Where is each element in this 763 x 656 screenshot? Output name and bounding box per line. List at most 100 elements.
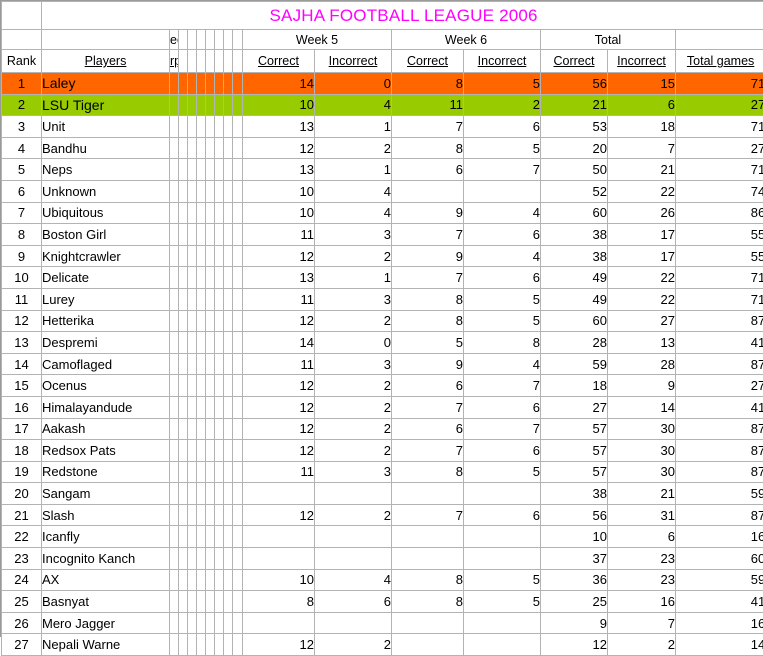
column-header-week6-correct: Correct [392,50,464,73]
table-row[interactable]: 6Unknown10452227470.27 [2,180,763,202]
cell-total-games: 55 [676,224,763,246]
cell-hidden-col-8 [233,396,243,418]
table-row[interactable]: 1Laley1408556157178.87 [2,73,763,95]
cell-week5-correct: 11 [243,461,315,483]
hidden-col-sub-7 [224,50,233,73]
hidden-col-sub-2 [179,50,188,73]
cell-hidden-col-5 [206,396,215,418]
cell-total-incorrect: 28 [608,353,676,375]
cell-week5-incorrect: 4 [315,94,392,116]
cell-week6-correct: 8 [392,310,464,332]
table-row[interactable]: 4Bandhu122852072774.07 [2,137,763,159]
cell-rank: 16 [2,396,42,418]
cell-hidden-col-4 [197,396,206,418]
cell-week6-incorrect: 5 [464,288,541,310]
hidden-col-sub-1-label: rprrprrprrn [170,54,179,68]
table-row[interactable]: 16Himalayandude1227627144165.85 [2,396,763,418]
cell-hidden-col-5 [206,73,215,95]
cell-week5-correct: 11 [243,353,315,375]
hidden-col-sub-4 [197,50,206,73]
column-header-players: Players [42,50,170,73]
cell-hidden-col-8 [233,483,243,505]
table-row[interactable]: 21Slash1227656318764.37 [2,504,763,526]
cell-hidden-col-3 [188,94,197,116]
cell-hidden-col-6 [215,94,224,116]
cell-hidden-col-1 [170,224,179,246]
column-header-week6-incorrect: Incorrect [464,50,541,73]
table-row[interactable]: 14Camoflaged1139459288767.82 [2,353,763,375]
cell-week6-correct [392,483,464,505]
cell-week5-incorrect [315,526,392,548]
cell-week6-incorrect: 7 [464,159,541,181]
cell-total-correct: 36 [541,569,608,591]
table-row[interactable]: 19Redstone1138557308765.52 [2,461,763,483]
hidden-col-group-2 [179,30,188,50]
cell-hidden-col-6 [215,332,224,354]
cell-hidden-col-2 [179,396,188,418]
cell-total-correct: 49 [541,288,608,310]
table-row[interactable]: 24AX1048536235961.02 [2,569,763,591]
cell-week5-correct: 13 [243,267,315,289]
cell-hidden-col-2 [179,224,188,246]
cell-hidden-col-7 [224,73,233,95]
table-row[interactable]: 12Hetterika1228560278768.97 [2,310,763,332]
cell-week5-correct [243,483,315,505]
cell-hidden-col-6 [215,137,224,159]
cell-hidden-col-6 [215,245,224,267]
cell-total-incorrect: 16 [608,591,676,613]
column-header-week5-incorrect-label: Incorrect [329,54,378,68]
cell-hidden-col-4 [197,634,206,656]
cell-hidden-col-4 [197,267,206,289]
cell-hidden-col-6 [215,310,224,332]
cell-total-games: 86 [676,202,763,224]
table-row[interactable]: 15Ocenus122671892766.67 [2,375,763,397]
cell-hidden-col-8 [233,569,243,591]
table-row[interactable]: 13Despremi1405828134168.29 [2,332,763,354]
table-row[interactable]: 7Ubiquitous1049460268669.77 [2,202,763,224]
cell-hidden-col-3 [188,224,197,246]
table-row[interactable]: 5Neps1316750217170.42 [2,159,763,181]
column-header-rank: Rank [2,50,42,73]
table-row[interactable]: 9Knightcrawler1229438175569.09 [2,245,763,267]
cell-hidden-col-7 [224,504,233,526]
cell-rank: 19 [2,461,42,483]
hidden-col-group-6 [215,30,224,50]
cell-week6-incorrect [464,180,541,202]
table-row[interactable]: 20Sangam38215964.41 [2,483,763,505]
cell-hidden-col-1 [170,159,179,181]
cell-hidden-col-1 [170,245,179,267]
column-header-total-incorrect-label: Incorrect [617,54,666,68]
table-row[interactable]: 17Aakash1226757308765.52 [2,418,763,440]
cell-player-name: Ubiquitous [42,202,170,224]
cell-rank: 11 [2,288,42,310]
table-row[interactable]: 11Lurey1138549227169.01 [2,288,763,310]
cell-hidden-col-7 [224,310,233,332]
cell-hidden-col-6 [215,202,224,224]
cell-rank: 15 [2,375,42,397]
cell-total-incorrect: 22 [608,267,676,289]
cell-total-games: 16 [676,526,763,548]
cell-hidden-col-6 [215,634,224,656]
table-row[interactable]: 22Icanfly1061662.50 [2,526,763,548]
cell-week5-correct: 10 [243,94,315,116]
table-row[interactable]: 25Basnyat868525164160.98 [2,591,763,613]
cell-hidden-col-1 [170,267,179,289]
cell-rank: 12 [2,310,42,332]
cell-hidden-col-4 [197,440,206,462]
cell-hidden-col-4 [197,224,206,246]
cell-hidden-col-5 [206,569,215,591]
table-row[interactable]: 3Unit1317653187174.65 [2,116,763,138]
table-row[interactable]: 10Delicate1317649227169.01 [2,267,763,289]
cell-hidden-col-5 [206,353,215,375]
cell-week6-incorrect: 4 [464,245,541,267]
cell-hidden-col-4 [197,569,206,591]
cell-player-name: Himalayandude [42,396,170,418]
cell-hidden-col-1 [170,202,179,224]
